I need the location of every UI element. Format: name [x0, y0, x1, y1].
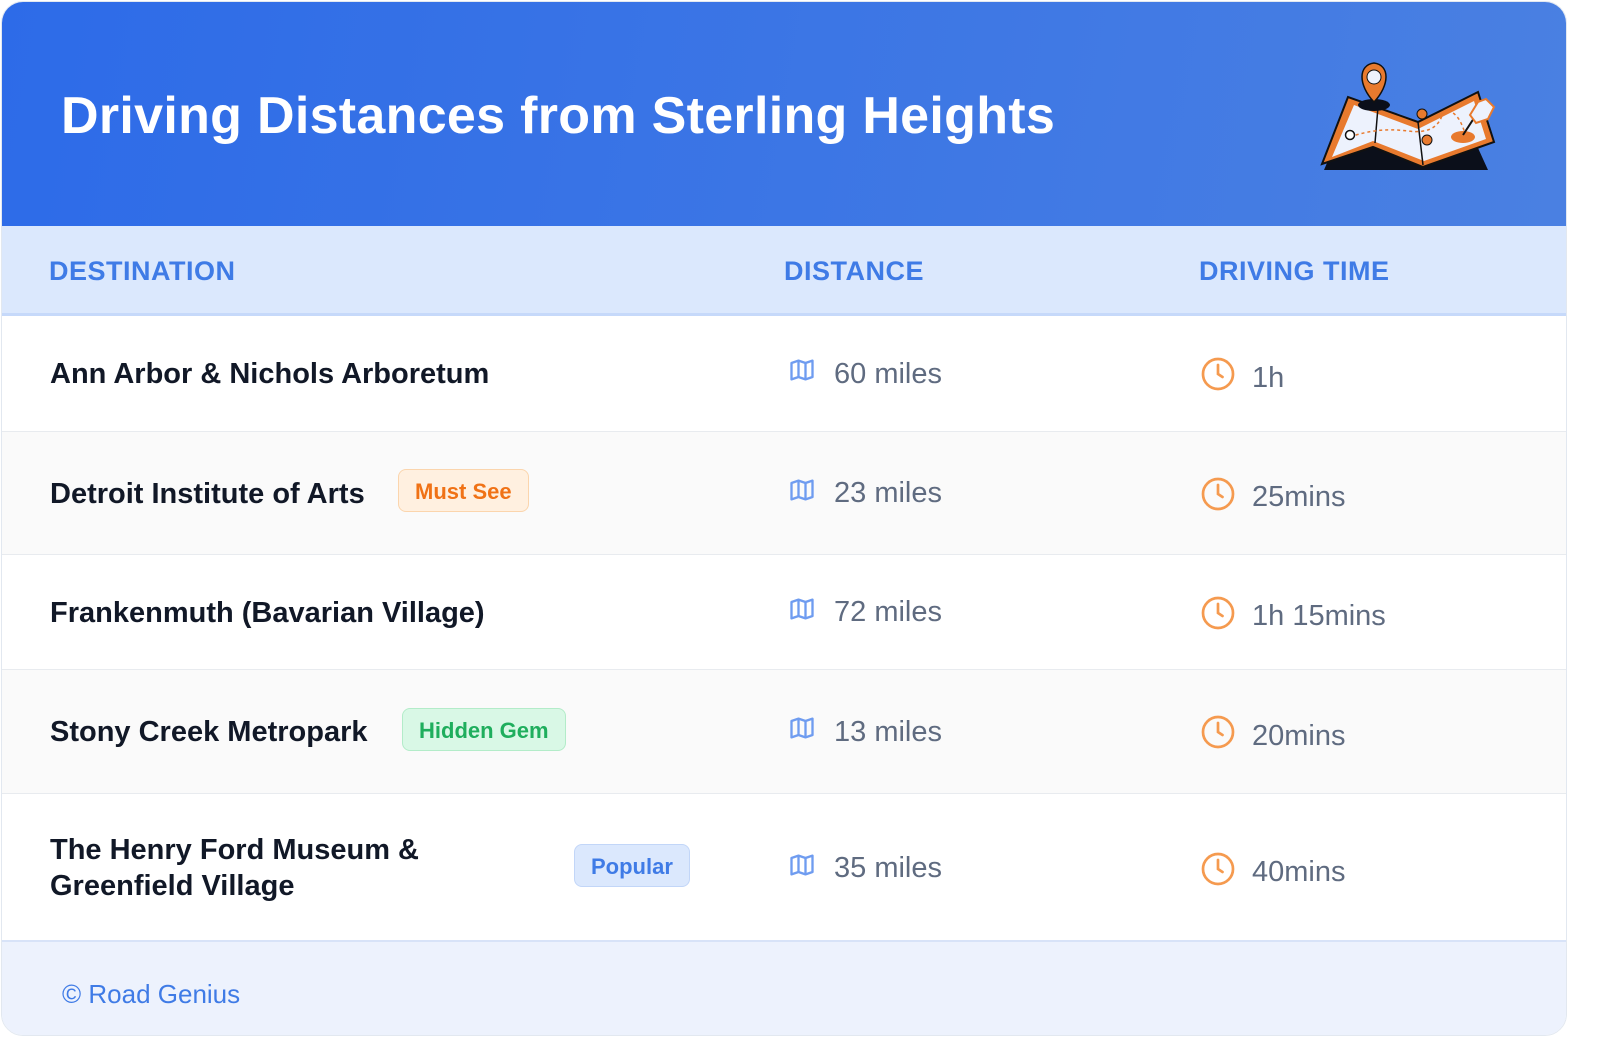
- table-row: Ann Arbor & Nichols Arboretum 60 miles 1h: [2, 316, 1566, 432]
- column-header-driving-time: DRIVING TIME: [1199, 256, 1390, 286]
- distance-cell: 60 miles: [786, 356, 942, 392]
- destination-name: Stony Creek Metropark: [50, 716, 368, 748]
- distance-value: 60 miles: [834, 357, 942, 390]
- table-row: Frankenmuth (Bavarian Village) 72 miles 1h…: [2, 555, 1566, 670]
- time-cell: 25mins: [1200, 476, 1346, 520]
- map-icon: [786, 851, 818, 887]
- card-header: Driving Distances from Sterling Heights: [2, 2, 1566, 226]
- map-icon: [786, 356, 818, 392]
- map-icon: [786, 476, 818, 512]
- footer-credit: © Road Genius: [62, 979, 241, 1009]
- time-cell: 20mins: [1200, 714, 1346, 758]
- clock-icon: [1200, 595, 1236, 639]
- footer: © Road Genius: [2, 940, 1566, 1035]
- time-value: 1h 15mins: [1252, 600, 1386, 632]
- clock-icon: [1200, 851, 1236, 895]
- clock-icon: [1200, 714, 1236, 758]
- distance-value: 35 miles: [834, 852, 942, 884]
- distance-value: 13 miles: [834, 715, 942, 748]
- table-row: Stony Creek Metropark Hidden Gem 13 miles 2…: [2, 670, 1566, 794]
- column-header-destination: DESTINATION: [49, 256, 236, 286]
- destination-name: Detroit Institute of Arts: [50, 477, 365, 510]
- clock-icon: [1200, 356, 1236, 400]
- clock-icon: [1200, 476, 1236, 520]
- table-row: Detroit Institute of Arts Must See 23 mile…: [2, 432, 1566, 555]
- time-value: 25mins: [1252, 481, 1346, 513]
- table-row: The Henry Ford Museum & Greenfield Villa…: [2, 794, 1566, 943]
- distance-card: Driving Distances from Sterling Heights …: [1, 1, 1567, 1036]
- destination-name: Ann Arbor & Nichols Arboretum: [50, 358, 490, 390]
- time-value: 20mins: [1252, 719, 1346, 752]
- destination-name: The Henry Ford Museum & Greenfield Villa…: [50, 834, 419, 902]
- time-cell: 1h: [1200, 356, 1284, 400]
- time-cell: 1h 15mins: [1200, 595, 1386, 639]
- distance-cell: 72 miles: [786, 595, 942, 631]
- badge: Hidden Gem: [402, 707, 566, 751]
- table-header: DESTINATION DISTANCE DRIVING TIME: [2, 226, 1566, 316]
- destination-name: Frankenmuth (Bavarian Village): [50, 596, 485, 629]
- time-value: 1h: [1252, 361, 1285, 394]
- map-icon: [786, 595, 818, 631]
- time-value: 40mins: [1252, 856, 1346, 888]
- distance-cell: 35 miles: [786, 851, 942, 887]
- distance-value: 72 miles: [834, 596, 942, 628]
- badge: Popular: [574, 844, 690, 887]
- time-cell: 40mins: [1200, 851, 1346, 895]
- column-header-distance: DISTANCE: [784, 256, 925, 286]
- distance-value: 23 miles: [834, 477, 942, 509]
- distance-cell: 23 miles: [786, 476, 942, 512]
- map-icon: [786, 714, 818, 750]
- page-title: Driving Distances from Sterling Heights: [61, 87, 1056, 145]
- distance-cell: 13 miles: [786, 714, 942, 750]
- map-illustration-icon: [1320, 62, 1496, 170]
- badge: Must See: [398, 469, 529, 512]
